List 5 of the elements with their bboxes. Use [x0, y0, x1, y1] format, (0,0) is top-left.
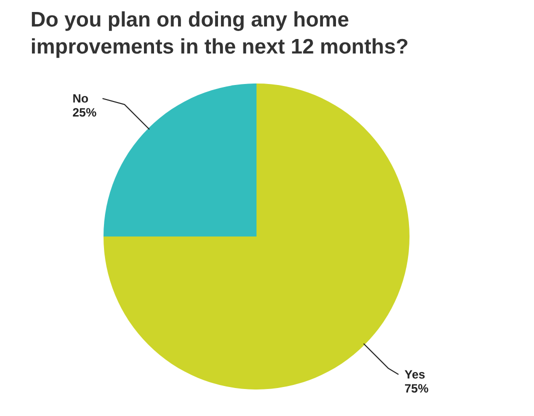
slice-label: Yes	[404, 367, 426, 382]
data-label: 25%	[72, 106, 97, 120]
data-label: 75%	[404, 381, 429, 396]
slice-label: No	[72, 92, 89, 106]
chart-title: Do you plan on doing any home improvements in the next 12 months?	[30, 8, 409, 58]
